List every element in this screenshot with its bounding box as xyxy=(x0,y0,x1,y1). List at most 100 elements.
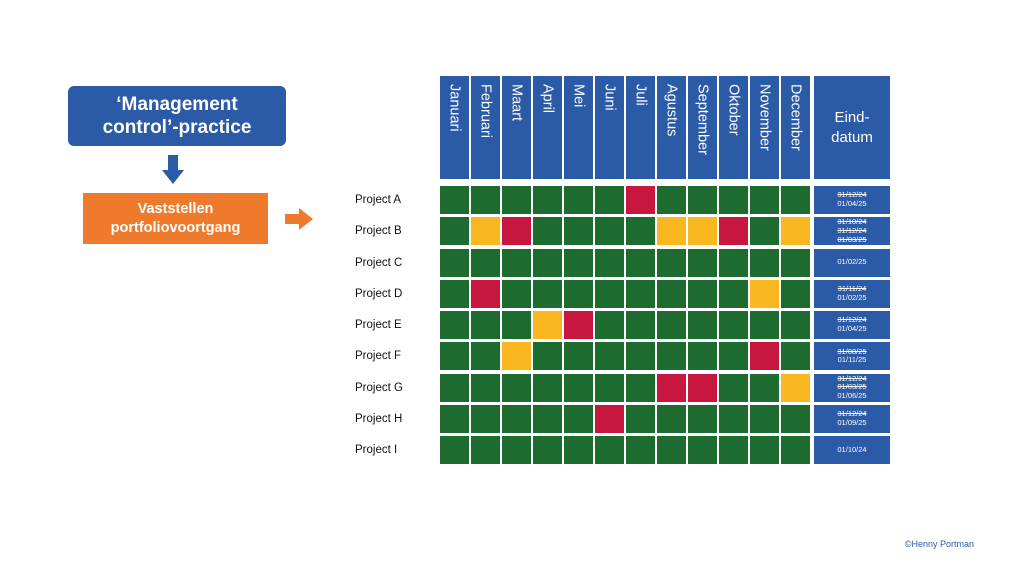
status-cell-green xyxy=(502,186,531,214)
end-date: 01/11/25 xyxy=(837,355,867,365)
status-cell-green xyxy=(440,436,469,464)
status-cell-green xyxy=(719,279,748,308)
struck-end-date: 31/10/24 xyxy=(837,217,867,227)
eind-header-line2: datum xyxy=(831,128,873,146)
status-cell-green xyxy=(533,404,562,433)
status-cell-green xyxy=(750,217,779,246)
struck-end-date: 31/12/24 xyxy=(837,409,867,419)
status-cell-green xyxy=(750,311,779,339)
month-header-juli: Juli xyxy=(626,76,655,179)
project-label: Project I xyxy=(355,444,398,456)
end-date: 01/09/25 xyxy=(837,417,867,427)
status-cell-green xyxy=(533,217,562,246)
status-cell-green xyxy=(719,404,748,433)
status-cell-green xyxy=(564,248,593,277)
status-cell-green xyxy=(502,248,531,277)
status-cell-green xyxy=(750,186,779,214)
end-date: 01/06/25 xyxy=(837,390,867,400)
project-label: Project F xyxy=(355,350,402,363)
month-header-april: April xyxy=(533,76,562,179)
status-cell-red xyxy=(502,217,531,246)
vaststellen-box: Vaststellen portfoliovoortgang xyxy=(83,193,268,244)
status-cell-green xyxy=(657,342,686,371)
status-cell-green xyxy=(657,248,686,277)
end-date-cell: 31/12/24 01/03/25 01/06/25 xyxy=(814,373,890,402)
status-cell-green xyxy=(595,311,624,339)
status-cell-orange xyxy=(750,279,779,308)
status-cell-red xyxy=(564,311,593,339)
status-cell-green xyxy=(440,186,469,214)
status-cell-green xyxy=(719,342,748,371)
end-date: 01/02/25 xyxy=(837,257,867,267)
month-label: September xyxy=(694,84,711,155)
status-cell-green xyxy=(440,404,469,433)
copyright-text: ©Henny Portman xyxy=(904,539,974,549)
status-cell-green xyxy=(471,248,500,277)
status-cell-green xyxy=(471,342,500,371)
month-header-februari: Februari xyxy=(471,76,500,179)
month-header-agustus: Agustus xyxy=(657,76,686,179)
status-cell-green xyxy=(564,279,593,308)
status-cell-green xyxy=(440,248,469,277)
status-cell-green xyxy=(440,373,469,402)
month-header-december: December xyxy=(781,76,810,179)
eind-datum-header: Eind- datum xyxy=(814,76,890,179)
status-cell-green xyxy=(595,248,624,277)
status-cell-green xyxy=(626,373,655,402)
project-label: Project H xyxy=(355,412,403,425)
status-cell-orange xyxy=(533,311,562,339)
status-cell-red xyxy=(626,186,655,214)
status-cell-green xyxy=(781,436,810,464)
project-label: Project E xyxy=(355,319,402,331)
status-cell-orange xyxy=(781,217,810,246)
status-cell-green xyxy=(719,311,748,339)
end-date-cell: 31/12/24 01/09/25 xyxy=(814,404,890,433)
struck-end-date: 31/08/25 xyxy=(837,346,867,356)
status-cell-green xyxy=(750,373,779,402)
status-cell-red xyxy=(719,217,748,246)
vaststellen-line2: portfoliovoortgang xyxy=(110,219,241,236)
end-date-cell: 31/12/24 01/04/25 xyxy=(814,311,890,339)
status-cell-green xyxy=(657,404,686,433)
status-cell-green xyxy=(471,436,500,464)
status-cell-green xyxy=(564,186,593,214)
month-label: Januari xyxy=(446,84,463,132)
status-cell-green xyxy=(688,186,717,214)
status-cell-green xyxy=(595,436,624,464)
end-date-cell: 31/10/24 31/12/24 01/03/25 xyxy=(814,217,890,246)
eind-header-line1: Eind- xyxy=(834,108,870,126)
status-cell-orange xyxy=(657,217,686,246)
status-cell-red xyxy=(471,279,500,308)
end-date-cell: 31/11/24 01/02/25 xyxy=(814,279,890,308)
status-cell-green xyxy=(440,311,469,339)
status-cell-green xyxy=(471,373,500,402)
status-cell-red xyxy=(750,342,779,371)
status-cell-orange xyxy=(471,217,500,246)
status-cell-green xyxy=(657,436,686,464)
end-date: 01/02/25 xyxy=(837,292,867,302)
month-label: April xyxy=(539,84,556,114)
status-cell-green xyxy=(657,311,686,339)
status-cell-green xyxy=(564,217,593,246)
month-label: Agustus xyxy=(663,84,680,137)
status-cell-green xyxy=(719,248,748,277)
status-cell-orange xyxy=(502,342,531,371)
struck-end-date: 31/12/24 xyxy=(837,190,867,200)
status-cell-green xyxy=(626,248,655,277)
status-cell-green xyxy=(533,279,562,308)
status-cell-green xyxy=(595,373,624,402)
status-cell-green xyxy=(502,404,531,433)
status-cell-green xyxy=(719,186,748,214)
status-cell-green xyxy=(626,279,655,308)
status-cell-green xyxy=(595,279,624,308)
end-date-cell: 31/08/25 01/11/25 xyxy=(814,342,890,371)
status-cell-green xyxy=(440,342,469,371)
status-cell-green xyxy=(471,311,500,339)
end-date: 01/04/25 xyxy=(837,199,867,208)
month-label: Maart xyxy=(508,84,525,122)
status-cell-green xyxy=(657,186,686,214)
status-cell-green xyxy=(750,404,779,433)
status-cell-green xyxy=(471,186,500,214)
project-label: Project A xyxy=(355,194,402,206)
